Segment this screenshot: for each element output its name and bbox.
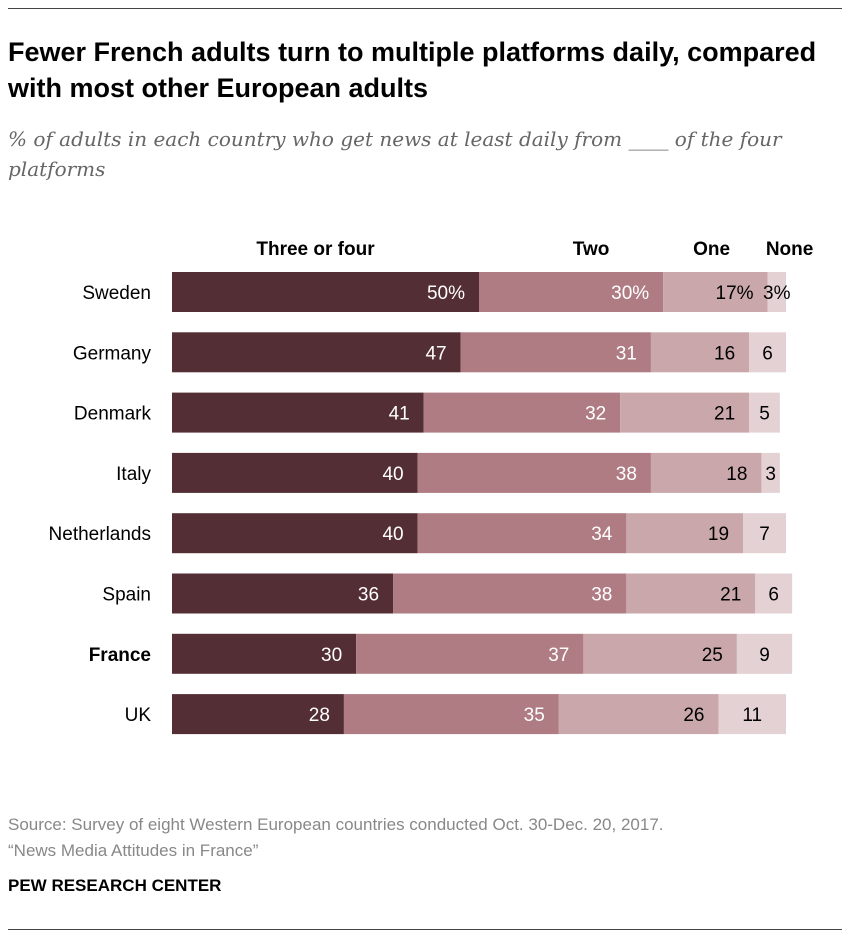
category-label: Sweden xyxy=(82,283,151,304)
bar-segment xyxy=(393,573,627,614)
data-label: 38 xyxy=(591,585,612,606)
data-label: 28 xyxy=(309,705,330,726)
category-label: Denmark xyxy=(74,404,152,425)
bar-segment xyxy=(650,332,750,373)
data-label: 32 xyxy=(585,404,606,425)
bar-segment xyxy=(650,452,762,493)
bar-segment xyxy=(417,452,651,493)
data-label: 50% xyxy=(427,283,465,304)
bar-segment xyxy=(755,573,793,614)
legend-label-3: None xyxy=(766,239,814,260)
category-label: UK xyxy=(125,705,152,726)
data-label: 34 xyxy=(591,524,613,545)
data-label: 3% xyxy=(763,283,791,304)
bar-segment xyxy=(736,633,793,674)
bar-segment xyxy=(620,392,750,433)
category-label: Spain xyxy=(102,585,151,606)
bar-segment xyxy=(743,513,786,554)
bar-segment xyxy=(767,272,786,312)
chart-subtitle: % of adults in each country who get news… xyxy=(8,127,782,181)
data-label: 41 xyxy=(389,404,410,425)
data-label: 5 xyxy=(759,404,770,425)
data-label: 26 xyxy=(683,705,704,726)
data-label: 9 xyxy=(759,645,770,666)
bar-segment xyxy=(663,272,768,312)
pew-logo-text: PEW RESEARCH CENTER xyxy=(8,876,222,895)
bar-segment xyxy=(172,633,357,674)
bar-segment xyxy=(583,633,737,674)
data-label: 17% xyxy=(716,283,754,304)
data-label: 18 xyxy=(726,464,747,485)
data-label: 40 xyxy=(382,464,403,485)
data-label: 6 xyxy=(768,585,779,606)
data-label: 38 xyxy=(616,464,637,485)
category-label: Italy xyxy=(116,464,151,485)
bar-segment xyxy=(172,392,424,433)
legend-label-1: Two xyxy=(573,239,610,260)
source-text: Source: Survey of eight Western European… xyxy=(8,815,664,834)
category-label: Netherlands xyxy=(49,524,151,545)
bar-segment xyxy=(460,332,651,373)
bar-segment xyxy=(172,513,418,554)
data-label: 11 xyxy=(742,705,762,726)
data-label: 30% xyxy=(611,283,649,304)
report-title: “News Media Attitudes in France” xyxy=(8,841,259,860)
legend-label-0: Three or four xyxy=(256,239,375,260)
bottom-rule xyxy=(8,929,842,930)
data-label: 25 xyxy=(702,645,723,666)
data-label: 47 xyxy=(425,343,446,364)
data-label: 37 xyxy=(548,645,569,666)
data-label: 19 xyxy=(708,524,729,545)
bar-segment xyxy=(356,633,584,674)
bar-segment xyxy=(172,573,394,614)
data-label: 3 xyxy=(765,464,776,485)
chart-title: Fewer French adults turn to multiple pla… xyxy=(8,37,817,103)
data-label: 7 xyxy=(759,524,770,545)
data-label: 40 xyxy=(382,524,403,545)
data-label: 30 xyxy=(321,645,342,666)
bar-segment xyxy=(626,573,756,614)
category-label: France xyxy=(89,645,151,666)
bar-segment xyxy=(172,694,344,735)
bar-segment xyxy=(423,392,621,433)
bar-segment xyxy=(558,694,719,735)
data-label: 36 xyxy=(358,585,379,606)
top-rule xyxy=(8,8,842,9)
bar-segment xyxy=(761,452,780,493)
category-label: Germany xyxy=(73,343,152,364)
bar-segment xyxy=(172,452,418,493)
bar-segment xyxy=(749,332,786,373)
data-label: 6 xyxy=(762,343,773,364)
bar-segment xyxy=(479,272,664,312)
stacked-bar-chart: Three or four Two One None Sweden 50% 30% 17% 3%… xyxy=(49,239,814,735)
data-label: 35 xyxy=(524,705,545,726)
source-note: Source: Survey of eight Western European… xyxy=(8,812,664,864)
bar-segment xyxy=(718,694,786,735)
bar-segment xyxy=(417,513,627,554)
bar-segment xyxy=(626,513,744,554)
data-label: 31 xyxy=(616,343,637,364)
bar-segment xyxy=(343,694,559,735)
bar-segment xyxy=(749,392,780,433)
bar-segment xyxy=(172,272,479,312)
data-label: 21 xyxy=(714,404,735,425)
data-label: 16 xyxy=(714,343,735,364)
data-label: 21 xyxy=(720,585,741,606)
legend-label-2: One xyxy=(693,239,730,260)
bar-segment xyxy=(172,332,461,373)
